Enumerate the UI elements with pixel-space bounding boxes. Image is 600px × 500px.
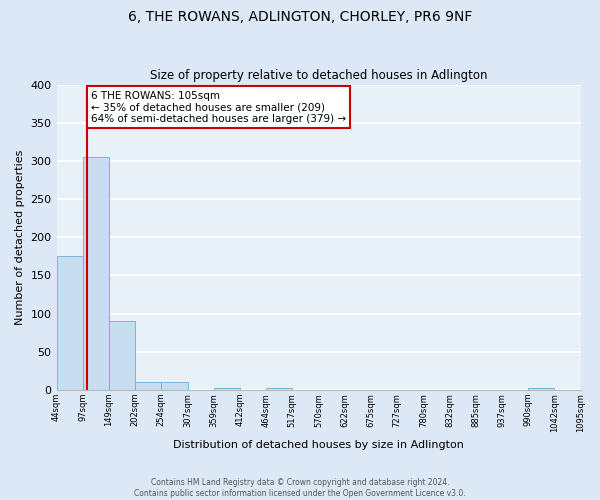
Y-axis label: Number of detached properties: Number of detached properties xyxy=(15,150,25,325)
Bar xyxy=(56,256,83,390)
Title: Size of property relative to detached houses in Adlington: Size of property relative to detached ho… xyxy=(150,69,487,82)
Bar xyxy=(109,322,135,390)
Bar xyxy=(83,157,109,390)
Bar xyxy=(161,382,188,390)
Text: 6 THE ROWANS: 105sqm
← 35% of detached houses are smaller (209)
64% of semi-deta: 6 THE ROWANS: 105sqm ← 35% of detached h… xyxy=(91,90,346,124)
Bar xyxy=(528,388,554,390)
X-axis label: Distribution of detached houses by size in Adlington: Distribution of detached houses by size … xyxy=(173,440,464,450)
Bar xyxy=(266,388,292,390)
Bar xyxy=(135,382,161,390)
Bar xyxy=(214,388,240,390)
Text: 6, THE ROWANS, ADLINGTON, CHORLEY, PR6 9NF: 6, THE ROWANS, ADLINGTON, CHORLEY, PR6 9… xyxy=(128,10,472,24)
Text: Contains HM Land Registry data © Crown copyright and database right 2024.
Contai: Contains HM Land Registry data © Crown c… xyxy=(134,478,466,498)
